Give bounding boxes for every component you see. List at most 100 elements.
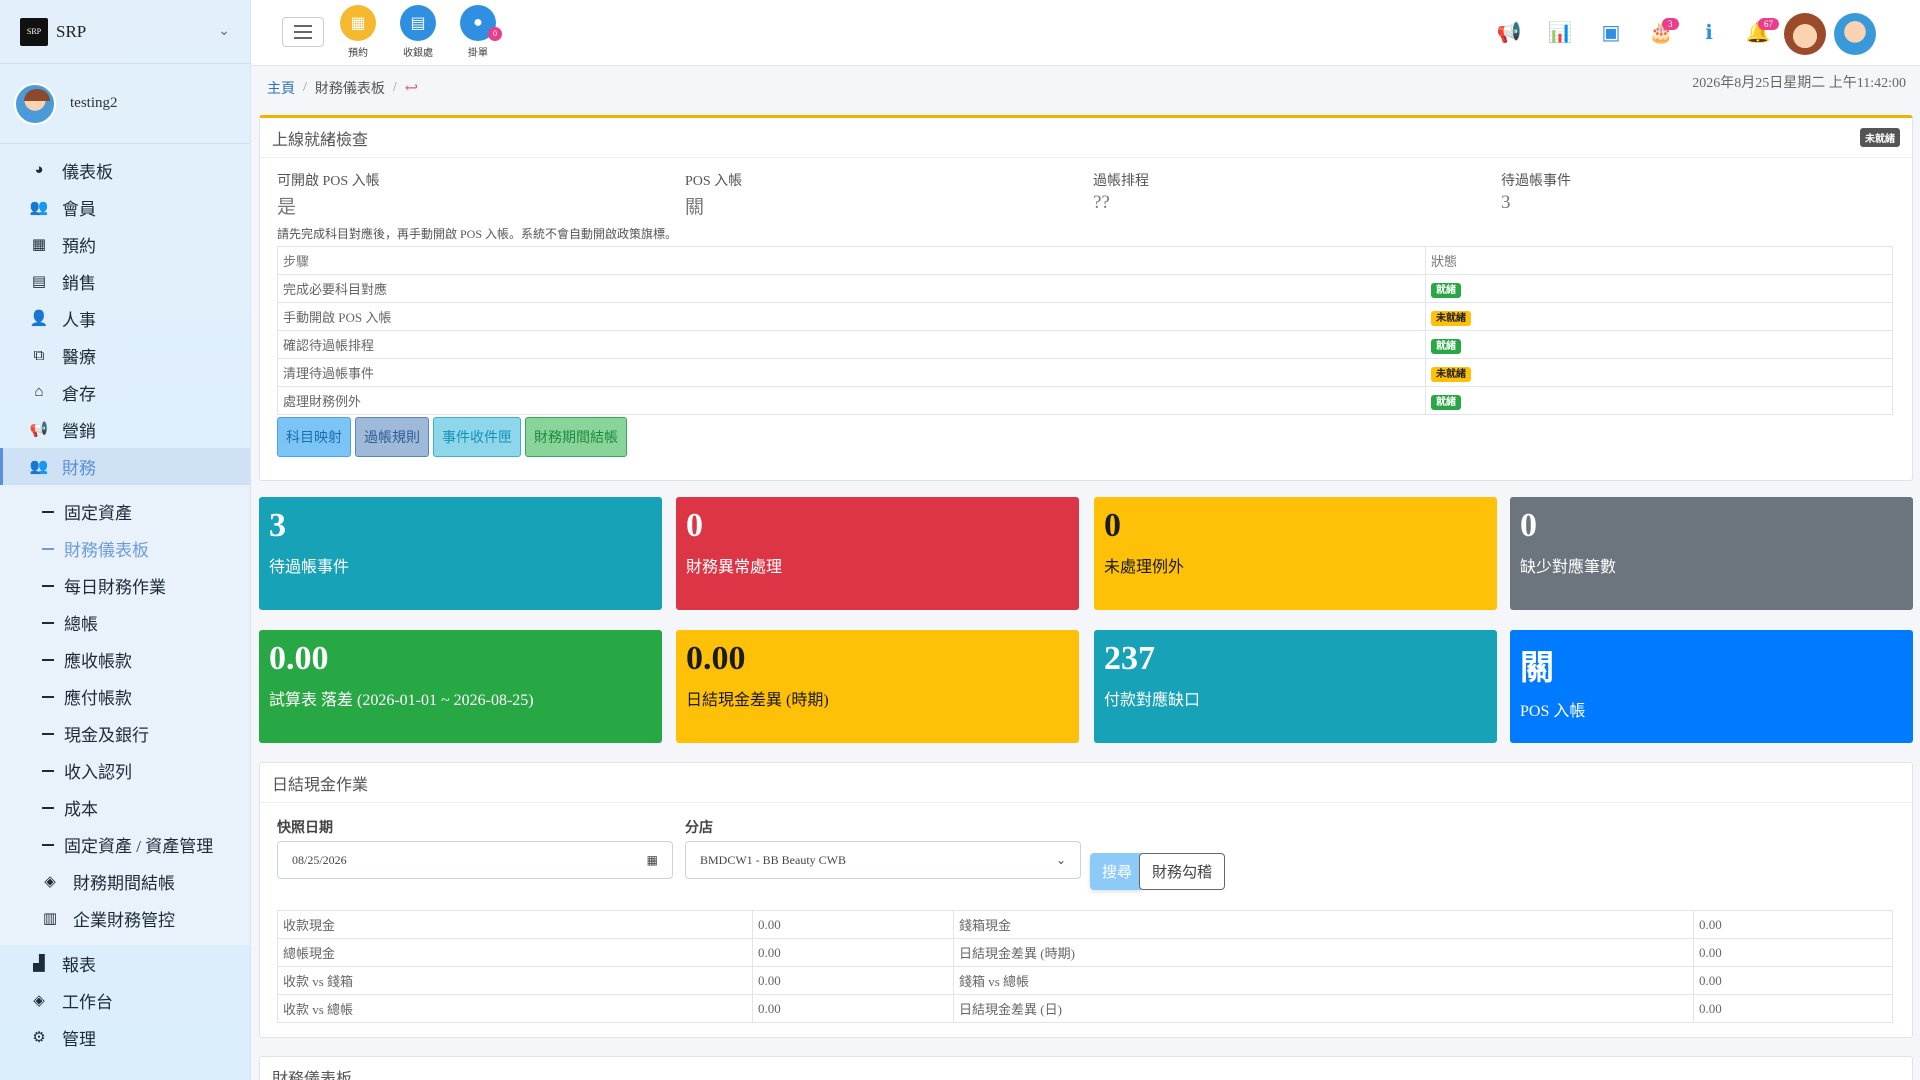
table-row: 收款現金 0.00 錢箱現金 0.00 [277, 910, 1893, 939]
readiness-note: 請先完成科目對應後，再手動開啟 POS 入帳。系統不會自動開啟政策旗標。 [277, 227, 678, 241]
table-header: 狀態 [1425, 246, 1893, 275]
sidebar-subitem-finance-dashboard[interactable]: 財務儀表板 [0, 530, 250, 567]
quick-hold-label: 掛單 [468, 48, 488, 59]
sidebar-item-sales[interactable]: ▤ 銷售 [0, 263, 250, 300]
megaphone-icon[interactable]: 📢 [1496, 22, 1522, 44]
table-cell: 0.00 [1693, 938, 1893, 967]
dash-icon [42, 843, 54, 846]
building-icon: ▥ [42, 911, 58, 927]
sidebar-subitem-label: 現金及銀行 [64, 726, 149, 745]
sidebar-subitem-receivables[interactable]: 應收帳款 [0, 641, 250, 678]
sidebar-subitem-cash-bank[interactable]: 現金及銀行 [0, 715, 250, 752]
sidebar-subitem-enterprise-control[interactable]: ▥ 企業財務管控 [0, 900, 250, 937]
sidebar-item-reports[interactable]: ▟ 報表 [0, 945, 250, 982]
status-cell: 未就緒 [1425, 358, 1893, 387]
readiness-title: 上線就緒檢查 [272, 131, 369, 149]
menu-toggle-icon[interactable] [282, 17, 324, 47]
card-icon: ▤ [31, 274, 47, 290]
sidebar-item-marketing[interactable]: 📢 營銷 [0, 411, 250, 448]
sidebar-item-workbench[interactable]: ◈ 工作台 [0, 982, 250, 1019]
stat-trial-balance[interactable]: 0.00 試算表 落差 (2026-01-01 ~ 2026-08-25) [259, 630, 662, 743]
chevron-down-icon[interactable]: ⌄ [218, 24, 230, 39]
table-row: 確認待過帳排程 就緒 [277, 330, 1893, 359]
finance-audit-button[interactable]: 財務勾稽 [1139, 853, 1226, 890]
sidebar-subitem-daily-ops[interactable]: 每日財務作業 [0, 567, 250, 604]
stat-pos-posting[interactable]: 關 POS 入帳 [1510, 630, 1913, 743]
current-datetime: 2026年8月25日星期二 上午11:42:00 [1692, 76, 1906, 91]
sidebar-subitem-fixed-assets[interactable]: 固定資產 [0, 493, 250, 530]
sidebar-subitem-period-close[interactable]: ◈ 財務期間結帳 [0, 863, 250, 900]
sidebar-item-medical[interactable]: ⧉ 醫療 [0, 337, 250, 374]
bar-chart-icon[interactable]: 📊 [1547, 22, 1573, 44]
user-panel[interactable]: testing2 [0, 64, 250, 144]
table-header-row: 步驟 狀態 [277, 246, 1893, 275]
sidebar-item-warehouse[interactable]: ⌂ 倉存 [0, 374, 250, 411]
finance-dashboard-card: 財務儀表板 [259, 1056, 1913, 1080]
quick-cashier-button[interactable]: ▤ 收銀處 [393, 5, 443, 59]
stat-cash-diff[interactable]: 0.00 日結現金差異 (時期) [676, 630, 1079, 743]
quick-hold-button[interactable]: ● 0 掛單 [453, 5, 503, 59]
back-arrow-icon[interactable]: ↩ [404, 80, 419, 97]
brand-header[interactable]: SRP SRP ⌄ [0, 0, 250, 64]
sidebar-subitem-label: 財務期間結帳 [73, 874, 175, 893]
chevron-down-icon: ⌄ [1055, 852, 1066, 867]
sidebar-subitem-revenue[interactable]: 收入認列 [0, 752, 250, 789]
sidebar-item-dashboard[interactable]: ◕ 儀表板 [0, 152, 250, 189]
finance-submenu: 固定資產 財務儀表板 每日財務作業 總帳 應收帳款 應付帳款 現金及銀行 收入認… [0, 485, 250, 945]
sidebar-item-label: 財務 [62, 459, 96, 478]
sidebar-subitem-label: 收入認列 [64, 763, 132, 782]
table-row: 收款 vs 總帳 0.00 日結現金差異 (日) 0.00 [277, 994, 1893, 1023]
dash-icon [42, 584, 54, 587]
quick-booking-button[interactable]: ▦ 預約 [333, 5, 383, 59]
user-avatar[interactable] [1834, 13, 1876, 55]
stat-value: 237 [1104, 640, 1155, 677]
bell-badge: 67 [1758, 18, 1779, 30]
stat-value: 0 [1104, 507, 1121, 544]
posting-rules-button[interactable]: 過帳規則 [355, 417, 429, 457]
sidebar-subitem-cost[interactable]: 成本 [0, 789, 250, 826]
sidebar-item-finance[interactable]: 👥 財務 [0, 448, 250, 485]
sidebar-subitem-general-ledger[interactable]: 總帳 [0, 604, 250, 641]
daily-cash-title: 日結現金作業 [272, 776, 369, 794]
event-inbox-button[interactable]: 事件收件匣 [433, 417, 521, 457]
daily-cash-header: 日結現金作業 [260, 763, 1912, 803]
stat-anomalies[interactable]: 0 財務異常處理 [676, 497, 1079, 610]
account-mapping-button[interactable]: 科目映射 [277, 417, 351, 457]
sidebar-item-hr[interactable]: 👤 人事 [0, 300, 250, 337]
search-button[interactable]: 搜尋 [1090, 853, 1145, 890]
table-row: 總帳現金 0.00 日結現金差異 (時期) 0.00 [277, 938, 1893, 967]
period-close-button[interactable]: 財務期間結帳 [525, 417, 627, 457]
table-row: 收款 vs 錢箱 0.00 錢箱 vs 總帳 0.00 [277, 966, 1893, 995]
stat-missing-mappings[interactable]: 0 缺少對應筆數 [1510, 497, 1913, 610]
readiness-actions: 科目映射 過帳規則 事件收件匣 財務期間結帳 [277, 417, 627, 457]
readiness-status-badge: 未就緒 [1860, 128, 1900, 147]
status-badge: 就緒 [1431, 282, 1461, 298]
sidebar-subitem-label: 成本 [64, 800, 98, 819]
snapshot-date-input[interactable]: 08/25/2026 ▦ [277, 841, 673, 879]
calendar-icon: ▦ [31, 237, 47, 253]
table-cell: 收款現金 [277, 910, 753, 939]
sidebar: SRP SRP ⌄ testing2 ◕ 儀表板 👥 會員 ▦ 預約 ▤ 銷售 👤 人事 … [0, 0, 251, 1080]
step-cell: 清理待過帳事件 [277, 358, 1426, 387]
qr-code-icon[interactable]: ▣ [1601, 22, 1621, 44]
mascot-avatar[interactable] [1784, 13, 1826, 55]
breadcrumb-home[interactable]: 主頁 [267, 82, 295, 97]
branch-select[interactable]: BMDCW1 - BB Beauty CWB ⌄ [685, 841, 1081, 879]
sidebar-item-booking[interactable]: ▦ 預約 [0, 226, 250, 263]
sidebar-item-admin[interactable]: ⚙ 管理 [0, 1019, 250, 1056]
table-cell: 收款 vs 總帳 [277, 994, 753, 1023]
table-cell: 0.00 [752, 994, 954, 1023]
dash-icon [42, 547, 54, 550]
kv-pos-posting: POS 入帳 關 [685, 170, 1065, 219]
stat-payment-gap[interactable]: 237 付款對應缺口 [1094, 630, 1497, 743]
sidebar-subitem-label: 企業財務管控 [73, 911, 175, 930]
sidebar-subitem-asset-mgmt[interactable]: 固定資產 / 資產管理 [0, 826, 250, 863]
sidebar-item-members[interactable]: 👥 會員 [0, 189, 250, 226]
main-content: 主頁 / 財務儀表板 / ↩ 2026年8月25日星期二 上午11:42:00 … [251, 66, 1920, 1080]
sidebar-subitem-payables[interactable]: 應付帳款 [0, 678, 250, 715]
stat-exceptions[interactable]: 0 未處理例外 [1094, 497, 1497, 610]
info-icon[interactable]: ℹ [1705, 22, 1713, 44]
stat-pending-events[interactable]: 3 待過帳事件 [259, 497, 662, 610]
pie-chart-icon: ◕ [34, 162, 44, 178]
table-cell: 0.00 [1693, 994, 1893, 1023]
